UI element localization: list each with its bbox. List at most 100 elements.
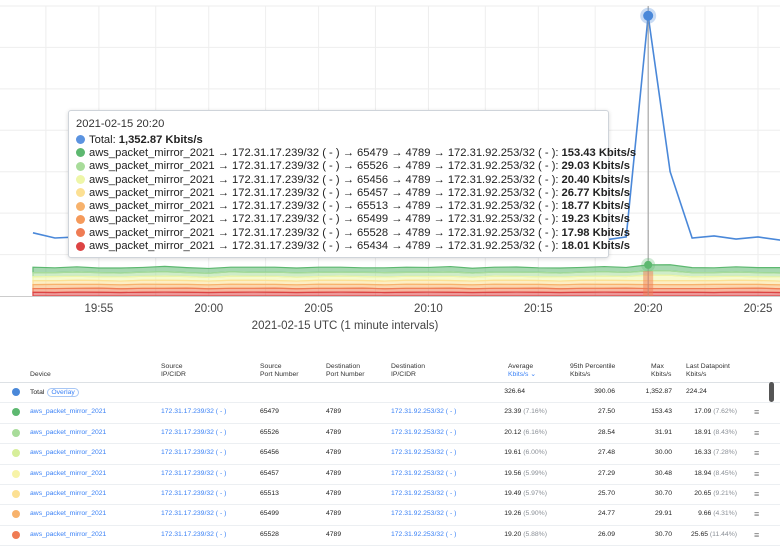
source-ip-link[interactable]: 172.31.17.239/32 ( - ) [161,469,227,477]
col-dest-port-line1: Destination [326,363,361,370]
table-row[interactable]: aws_packet_mirror_2021 172.31.17.239/32 (… [0,526,780,547]
average-pct: (5.90%) [523,510,547,518]
last-value: 18.91 [694,428,712,436]
x-tick-label: 19:55 [84,303,114,315]
col-source-port[interactable]: Source Port Number [260,363,299,379]
table-scrollbar[interactable] [769,382,774,402]
dest-ip-link[interactable]: 172.31.92.253/32 ( - ) [391,530,457,538]
dest-port: 4789 [326,408,342,416]
dest-port: 4789 [326,510,342,518]
hamburger-menu-icon[interactable]: ≡ [754,407,760,418]
x-tick-label: 20:15 [523,303,553,315]
source-ip-link[interactable]: 172.31.17.239/32 ( - ) [161,449,227,457]
overlay-badge[interactable]: Overlay [47,388,79,397]
last-pct: (7.62%) [713,408,737,416]
hamburger-menu-icon[interactable]: ≡ [754,509,760,520]
table-body: aws_packet_mirror_2021 172.31.17.239/32 (… [0,403,780,547]
average-cell: 23.39 (7.16%) [490,408,547,415]
chevron-down-icon[interactable]: ⌄ [530,371,536,378]
hover-marker [643,10,654,21]
col-average-line2: Kbits/s [508,371,529,378]
col-average[interactable]: Average Kbits/s ⌄ [508,363,536,379]
p95-value: 26.09 [597,530,615,538]
traffic-chart[interactable]: 19:55 20:00 20:05 20:10 20:15 20:20 20:25 2021… [0,0,780,340]
col-p95-line1: 95th Percentile [570,363,616,370]
source-ip-link[interactable]: 172.31.17.239/32 ( - ) [161,408,227,416]
max-value: 153.43 [651,408,672,416]
col-dest-ip[interactable]: Destination IP/CIDR [391,363,425,379]
source-ip-link[interactable]: 172.31.17.239/32 ( - ) [161,510,227,518]
source-port: 65457 [260,469,279,477]
series-marker [644,260,653,269]
dest-ip-link[interactable]: 172.31.92.253/32 ( - ) [391,428,457,436]
last-cell: 20.65 (9.21%) [680,490,737,497]
x-tick-label: 20:20 [633,303,663,315]
source-ip-link[interactable]: 172.31.17.239/32 ( - ) [161,428,227,436]
dest-ip-link[interactable]: 172.31.92.253/32 ( - ) [391,510,457,518]
device-link[interactable]: aws_packet_mirror_2021 [30,489,107,497]
chart-canvas[interactable] [0,0,780,340]
hamburger-menu-icon[interactable]: ≡ [754,468,760,479]
tooltip-series-label: aws_packet_mirror_2021 → 172.31.17.239/3… [89,240,559,253]
table-row[interactable]: aws_packet_mirror_2021 172.31.17.239/32 (… [0,505,780,526]
table-header: Device Source IP/CIDR Source Port Number D… [0,360,780,383]
tooltip-series-list: aws_packet_mirror_2021 → 172.31.17.239/3… [76,146,636,253]
dest-ip-link[interactable]: 172.31.92.253/32 ( - ) [391,469,457,477]
tooltip-series-value: 19.23 Kbits/s [561,213,630,226]
source-ip-link[interactable]: 172.31.17.239/32 ( - ) [161,530,227,538]
series-dot-icon [12,510,20,519]
max-value: 30.48 [654,469,672,477]
p95-value: 25.70 [597,489,615,497]
col-source-ip[interactable]: Source IP/CIDR [161,363,186,379]
average-pct: (7.16%) [523,408,547,416]
table-row[interactable]: aws_packet_mirror_2021 172.31.17.239/32 (… [0,465,780,485]
hamburger-menu-icon[interactable]: ≡ [754,529,760,540]
device-link[interactable]: aws_packet_mirror_2021 [30,408,107,416]
device-link[interactable]: aws_packet_mirror_2021 [30,449,107,457]
source-port: 65526 [260,428,279,436]
table-row[interactable]: aws_packet_mirror_2021 172.31.17.239/32 (… [0,403,780,424]
last-value: 25.65 [691,530,709,538]
series-dot-icon [76,188,85,198]
col-source-port-line2: Port Number [260,371,299,378]
col-p95[interactable]: 95th Percentile Kbits/s [570,363,615,379]
hamburger-menu-icon[interactable]: ≡ [754,448,760,459]
series-dot-icon [12,449,20,458]
dest-ip-link[interactable]: 172.31.92.253/32 ( - ) [391,449,457,457]
col-max[interactable]: Max Kbits/s [651,363,671,379]
table-row[interactable]: aws_packet_mirror_2021 172.31.17.239/32 (… [0,424,780,445]
average-cell: 19.20 (5.88%) [490,531,547,538]
table-row[interactable]: aws_packet_mirror_2021 172.31.17.239/32 (… [0,444,780,465]
tooltip-series-label: aws_packet_mirror_2021 → 172.31.17.239/3… [89,160,559,173]
source-ip-link[interactable]: 172.31.17.239/32 ( - ) [161,489,227,497]
dest-ip-link[interactable]: 172.31.92.253/32 ( - ) [391,489,457,497]
device-link[interactable]: aws_packet_mirror_2021 [30,510,107,518]
total-last: 224.24 [686,388,707,395]
col-device[interactable]: Device [30,371,51,378]
table-row-total[interactable]: Total Overlay 326.64 390.06 1,352.87 224.… [0,383,780,404]
last-cell: 9.66 (4.31%) [680,510,737,517]
last-pct: (8.45%) [713,469,737,477]
x-tick-label: 20:00 [194,303,224,315]
device-link[interactable]: aws_packet_mirror_2021 [30,530,107,538]
dest-port: 4789 [326,489,342,497]
hamburger-menu-icon[interactable]: ≡ [754,488,760,499]
col-last-datapoint[interactable]: Last Datapoint Kbits/s [686,363,730,379]
dest-ip-link[interactable]: 172.31.92.253/32 ( - ) [391,408,457,416]
col-dest-port[interactable]: Destination Port Number [326,363,365,379]
average-value: 23.39 [504,408,522,416]
hamburger-menu-icon[interactable]: ≡ [754,427,760,438]
col-source-port-line1: Source [260,363,282,370]
table-row[interactable]: aws_packet_mirror_2021 172.31.17.239/32 (… [0,485,780,506]
p95-value: 27.48 [597,449,615,457]
results-table: Device Source IP/CIDR Source Port Number D… [0,360,780,547]
source-port: 65499 [260,510,279,518]
x-tick-label: 20:25 [743,303,773,315]
device-link[interactable]: aws_packet_mirror_2021 [30,428,107,436]
device-link[interactable]: aws_packet_mirror_2021 [30,469,107,477]
x-tick-label: 20:05 [304,303,333,315]
average-cell: 20.12 (6.16%) [490,429,547,436]
col-dest-ip-line2: IP/CIDR [391,371,416,378]
total-p95: 390.06 [594,388,615,395]
last-cell: 17.09 (7.62%) [680,408,737,415]
